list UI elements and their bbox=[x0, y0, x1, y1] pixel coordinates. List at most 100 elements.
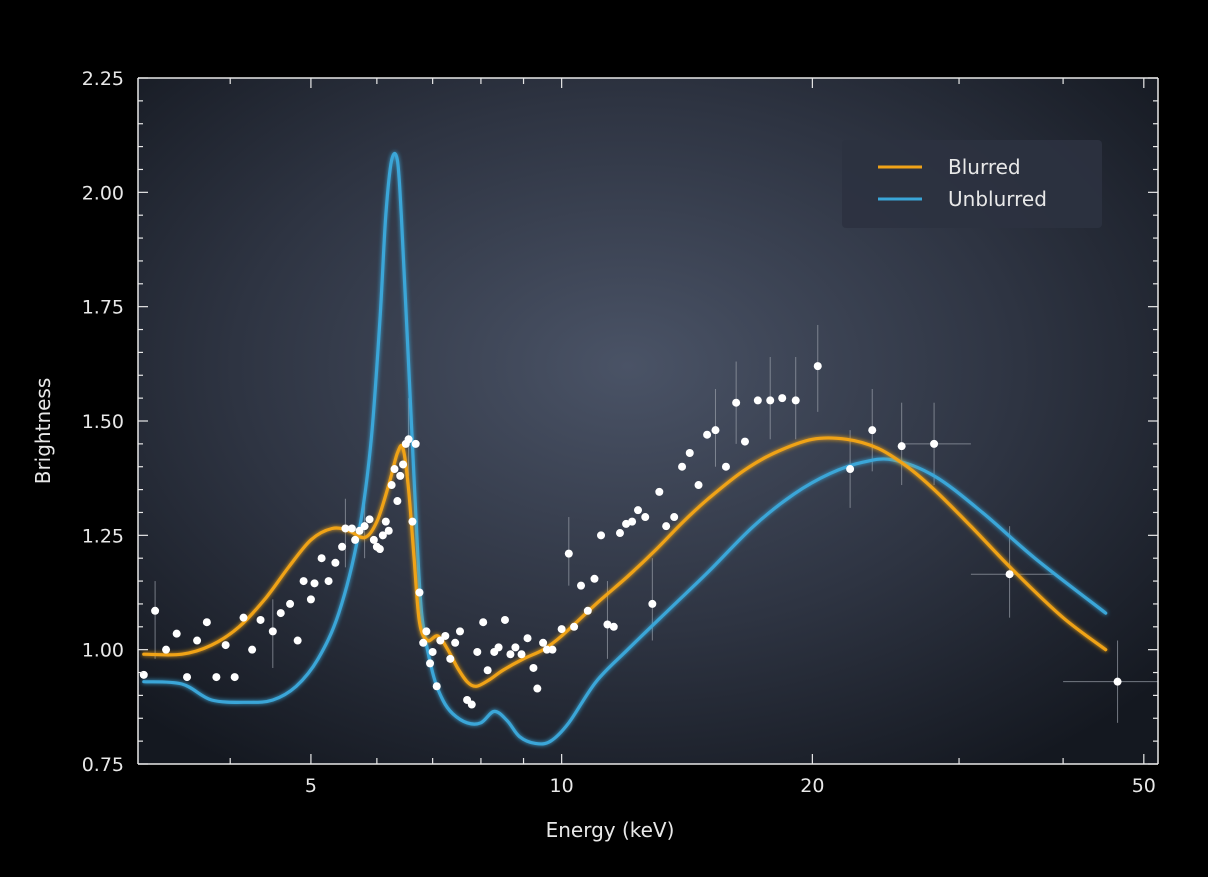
data-point-29 bbox=[365, 515, 374, 524]
data-point-4 bbox=[183, 673, 192, 682]
data-point-48 bbox=[426, 659, 435, 668]
data-point-33 bbox=[378, 531, 387, 540]
data-point-49 bbox=[428, 647, 437, 656]
data-point-11 bbox=[248, 645, 257, 654]
data-point-71 bbox=[542, 645, 551, 654]
data-point-8 bbox=[221, 641, 230, 650]
data-point-19 bbox=[310, 579, 319, 588]
data-point-16 bbox=[293, 636, 302, 645]
data-point-108 bbox=[1005, 570, 1014, 579]
data-point-7 bbox=[212, 673, 221, 682]
data-point-14 bbox=[276, 609, 285, 618]
data-point-59 bbox=[479, 618, 488, 627]
data-point-54 bbox=[451, 638, 460, 647]
data-point-91 bbox=[678, 462, 687, 471]
data-point-28 bbox=[360, 522, 369, 531]
y-tick-label: 1.50 bbox=[82, 411, 124, 433]
data-point-106 bbox=[897, 442, 906, 451]
data-point-85 bbox=[633, 506, 642, 515]
data-point-25 bbox=[347, 524, 356, 533]
data-point-62 bbox=[494, 643, 503, 652]
data-point-82 bbox=[615, 529, 624, 538]
data-point-67 bbox=[523, 634, 532, 643]
data-point-3 bbox=[172, 629, 181, 638]
data-point-21 bbox=[324, 577, 333, 586]
data-point-105 bbox=[868, 426, 877, 435]
data-point-36 bbox=[387, 481, 396, 490]
data-point-2 bbox=[162, 645, 171, 654]
data-point-98 bbox=[740, 437, 749, 446]
data-point-66 bbox=[517, 650, 526, 659]
data-point-107 bbox=[930, 439, 939, 448]
data-point-81 bbox=[609, 622, 618, 631]
data-point-88 bbox=[655, 487, 664, 496]
data-point-69 bbox=[533, 684, 542, 693]
data-point-65 bbox=[511, 643, 520, 652]
legend-box bbox=[842, 140, 1102, 228]
x-axis-label: Energy (keV) bbox=[546, 818, 675, 842]
data-point-17 bbox=[299, 577, 308, 586]
data-point-102 bbox=[791, 396, 800, 405]
x-tick-label: 20 bbox=[800, 775, 824, 797]
data-point-1 bbox=[151, 606, 160, 615]
data-point-68 bbox=[529, 663, 538, 672]
data-point-99 bbox=[753, 396, 762, 405]
data-point-23 bbox=[338, 542, 347, 551]
data-point-39 bbox=[396, 471, 405, 480]
data-point-60 bbox=[483, 666, 492, 675]
data-point-15 bbox=[286, 599, 295, 608]
data-point-72 bbox=[548, 645, 557, 654]
data-point-75 bbox=[570, 622, 579, 631]
data-point-47 bbox=[422, 627, 431, 636]
data-point-45 bbox=[415, 588, 424, 597]
data-point-87 bbox=[648, 599, 657, 608]
data-point-89 bbox=[662, 522, 671, 531]
data-point-92 bbox=[685, 449, 694, 458]
x-tick-label: 50 bbox=[1132, 775, 1156, 797]
data-point-70 bbox=[539, 638, 548, 647]
legend-label-blurred: Blurred bbox=[948, 155, 1021, 179]
series-lines bbox=[142, 151, 1108, 746]
data-point-43 bbox=[408, 517, 417, 526]
data-point-5 bbox=[193, 636, 202, 645]
data-point-32 bbox=[375, 545, 384, 554]
data-point-38 bbox=[393, 497, 402, 506]
data-point-95 bbox=[711, 426, 720, 435]
series-line-blurred bbox=[142, 436, 1108, 688]
x-tick-label: 10 bbox=[550, 775, 574, 797]
data-point-24 bbox=[341, 524, 350, 533]
data-point-93 bbox=[694, 481, 703, 490]
data-point-78 bbox=[590, 574, 599, 583]
data-point-37 bbox=[390, 465, 399, 474]
x-tick-label: 5 bbox=[305, 775, 317, 797]
legend: Blurred Unblurred bbox=[842, 140, 1102, 228]
data-point-20 bbox=[317, 554, 326, 563]
data-point-30 bbox=[369, 535, 378, 544]
data-point-26 bbox=[351, 535, 360, 544]
data-point-97 bbox=[732, 398, 741, 407]
data-point-34 bbox=[381, 517, 390, 526]
data-point-12 bbox=[256, 615, 265, 624]
data-point-94 bbox=[703, 430, 712, 439]
data-point-57 bbox=[467, 700, 476, 709]
data-point-80 bbox=[603, 620, 612, 629]
y-tick-label: 1.00 bbox=[82, 640, 124, 662]
data-point-104 bbox=[846, 465, 855, 474]
data-point-50 bbox=[432, 682, 441, 691]
data-point-18 bbox=[306, 595, 315, 604]
data-point-101 bbox=[778, 394, 787, 403]
y-tick-label: 1.75 bbox=[82, 297, 124, 319]
data-point-103 bbox=[813, 362, 822, 371]
data-point-84 bbox=[628, 517, 637, 526]
data-point-22 bbox=[331, 558, 340, 567]
y-tick-label: 2.25 bbox=[82, 68, 124, 90]
y-tick-label: 1.25 bbox=[82, 525, 124, 547]
series-line-unblurred bbox=[142, 151, 1108, 746]
data-points bbox=[139, 362, 1122, 709]
data-point-64 bbox=[506, 650, 515, 659]
data-point-96 bbox=[721, 462, 730, 471]
data-point-10 bbox=[239, 613, 248, 622]
data-point-9 bbox=[230, 673, 239, 682]
data-point-46 bbox=[419, 638, 428, 647]
